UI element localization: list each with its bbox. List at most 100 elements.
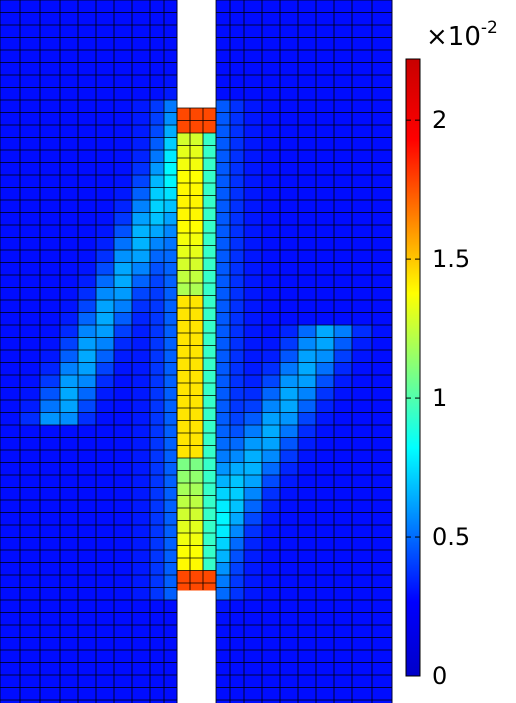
mesh-cell xyxy=(203,570,217,584)
mesh-cell xyxy=(262,187,281,201)
mesh-cell xyxy=(216,37,231,51)
mesh-cell xyxy=(244,237,263,251)
mesh-cell xyxy=(298,250,317,263)
mesh-cell xyxy=(20,500,41,513)
mesh-cell xyxy=(190,283,204,296)
mesh-cell xyxy=(96,550,115,563)
mesh-cell xyxy=(150,550,165,563)
mesh-cell xyxy=(316,275,335,288)
mesh-cell xyxy=(20,425,41,438)
mesh-cell xyxy=(40,675,61,688)
mesh-cell xyxy=(40,587,61,601)
mesh-cell xyxy=(164,437,178,451)
mesh-cell xyxy=(298,125,317,138)
mesh-cell xyxy=(164,187,178,201)
mesh-cell xyxy=(372,150,393,163)
mesh-cell xyxy=(352,175,373,188)
mesh-cell xyxy=(164,500,178,513)
mesh-cell xyxy=(190,208,204,221)
mesh-cell xyxy=(280,512,299,526)
mesh-cell xyxy=(0,50,21,63)
mesh-cell xyxy=(316,225,335,238)
mesh-cell xyxy=(164,150,178,163)
mesh-cell xyxy=(177,320,191,334)
mesh-cell xyxy=(96,300,115,313)
mesh-grid-lines xyxy=(0,0,393,703)
mesh-cell xyxy=(203,383,217,396)
mesh-cell xyxy=(164,350,178,363)
mesh-cell xyxy=(262,200,281,213)
mesh-cell xyxy=(230,512,245,526)
mesh-cell xyxy=(316,412,335,426)
mesh-cell xyxy=(190,258,204,271)
mesh-cell xyxy=(20,337,41,351)
mesh-cell xyxy=(0,362,21,376)
mesh-cell xyxy=(40,500,61,513)
mesh-cell xyxy=(262,162,281,176)
mesh-cell xyxy=(280,325,299,338)
mesh-cell xyxy=(40,300,61,313)
mesh-cell xyxy=(0,287,21,301)
mesh-cell xyxy=(40,412,61,426)
mesh-cell xyxy=(60,50,79,63)
mesh-cell xyxy=(244,287,263,301)
mesh-cell xyxy=(244,100,263,113)
mesh-cell xyxy=(352,600,373,613)
mesh-cell xyxy=(20,275,41,288)
mesh-cell xyxy=(132,550,151,563)
mesh-cell xyxy=(150,150,165,163)
mesh-cell xyxy=(190,508,204,521)
mesh-cell xyxy=(203,170,217,184)
mesh-cell xyxy=(0,187,21,201)
mesh-cell xyxy=(216,337,231,351)
mesh-cell xyxy=(244,700,263,703)
mesh-cell xyxy=(78,325,97,338)
mesh-cell xyxy=(316,325,335,338)
mesh-cell xyxy=(190,420,204,434)
mesh-cell xyxy=(334,112,353,126)
mesh-cell xyxy=(150,475,165,488)
mesh-cell xyxy=(280,487,299,501)
mesh-cell xyxy=(244,175,263,188)
mesh-cell xyxy=(114,650,133,663)
mesh-cell xyxy=(20,12,41,26)
mesh-cell xyxy=(298,625,317,638)
mesh-cell xyxy=(164,387,178,401)
mesh-cell xyxy=(150,125,165,138)
mesh-cell xyxy=(262,587,281,601)
mesh-cell xyxy=(352,675,373,688)
mesh-cell xyxy=(20,25,41,38)
mesh-cell xyxy=(132,62,151,76)
mesh-cell xyxy=(150,337,165,351)
mesh-cell xyxy=(20,487,41,501)
mesh-cell xyxy=(244,275,263,288)
mesh-cell xyxy=(164,287,178,301)
mesh-cell xyxy=(298,450,317,463)
mesh-cell xyxy=(352,225,373,238)
mesh-cell xyxy=(78,237,97,251)
mesh-cell xyxy=(262,87,281,101)
mesh-cell xyxy=(96,287,115,301)
mesh-cell xyxy=(203,270,217,284)
mesh-cell xyxy=(230,662,245,676)
mesh-cell xyxy=(203,283,217,296)
mesh-cell xyxy=(20,587,41,601)
mesh-cell xyxy=(60,75,79,88)
mesh-cell xyxy=(334,275,353,288)
mesh-cell xyxy=(244,162,263,176)
mesh-cell xyxy=(230,137,245,151)
mesh-cell xyxy=(40,250,61,263)
mesh-cell xyxy=(334,262,353,276)
mesh-cell xyxy=(230,287,245,301)
mesh-cell xyxy=(216,625,231,638)
mesh-cell xyxy=(280,0,299,13)
mesh-cell xyxy=(20,50,41,63)
mesh-cell xyxy=(114,425,133,438)
mesh-cell xyxy=(78,525,97,538)
mesh-cell xyxy=(177,183,191,196)
mesh-cell xyxy=(40,525,61,538)
mesh-cell xyxy=(114,0,133,13)
mesh-cell xyxy=(114,75,133,88)
mesh-cell xyxy=(0,300,21,313)
mesh-cell xyxy=(316,512,335,526)
